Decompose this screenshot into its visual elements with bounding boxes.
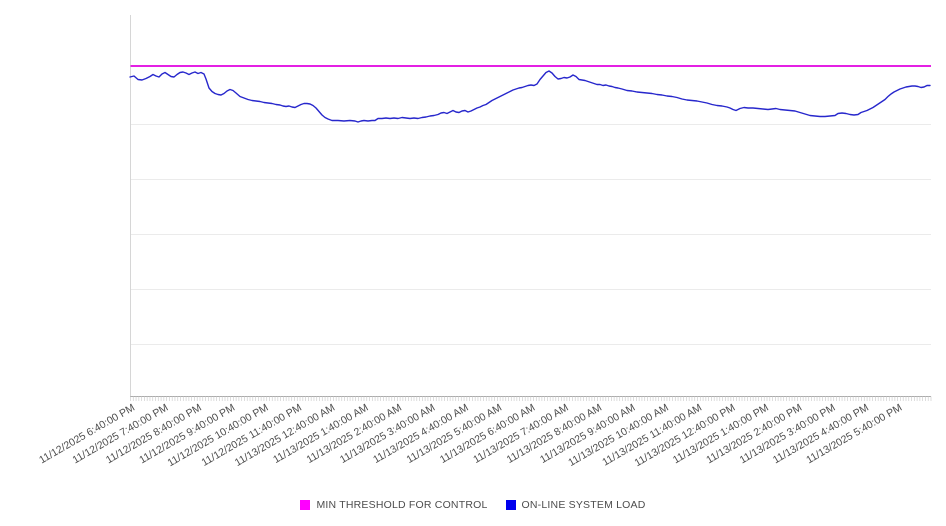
threshold-legend-label: MIN THRESHOLD FOR CONTROL [316, 499, 488, 511]
legend-item-system-load[interactable]: ON-LINE SYSTEM LOAD [505, 499, 646, 511]
load-legend-swatch [505, 500, 516, 510]
threshold-legend-swatch [300, 500, 311, 510]
legend-item-min-threshold[interactable]: MIN THRESHOLD FOR CONTROL [300, 499, 487, 511]
load-legend-label: ON-LINE SYSTEM LOAD [521, 499, 646, 511]
chart-legend: MIN THRESHOLD FOR CONTROL ON-LINE SYSTEM… [0, 499, 946, 511]
